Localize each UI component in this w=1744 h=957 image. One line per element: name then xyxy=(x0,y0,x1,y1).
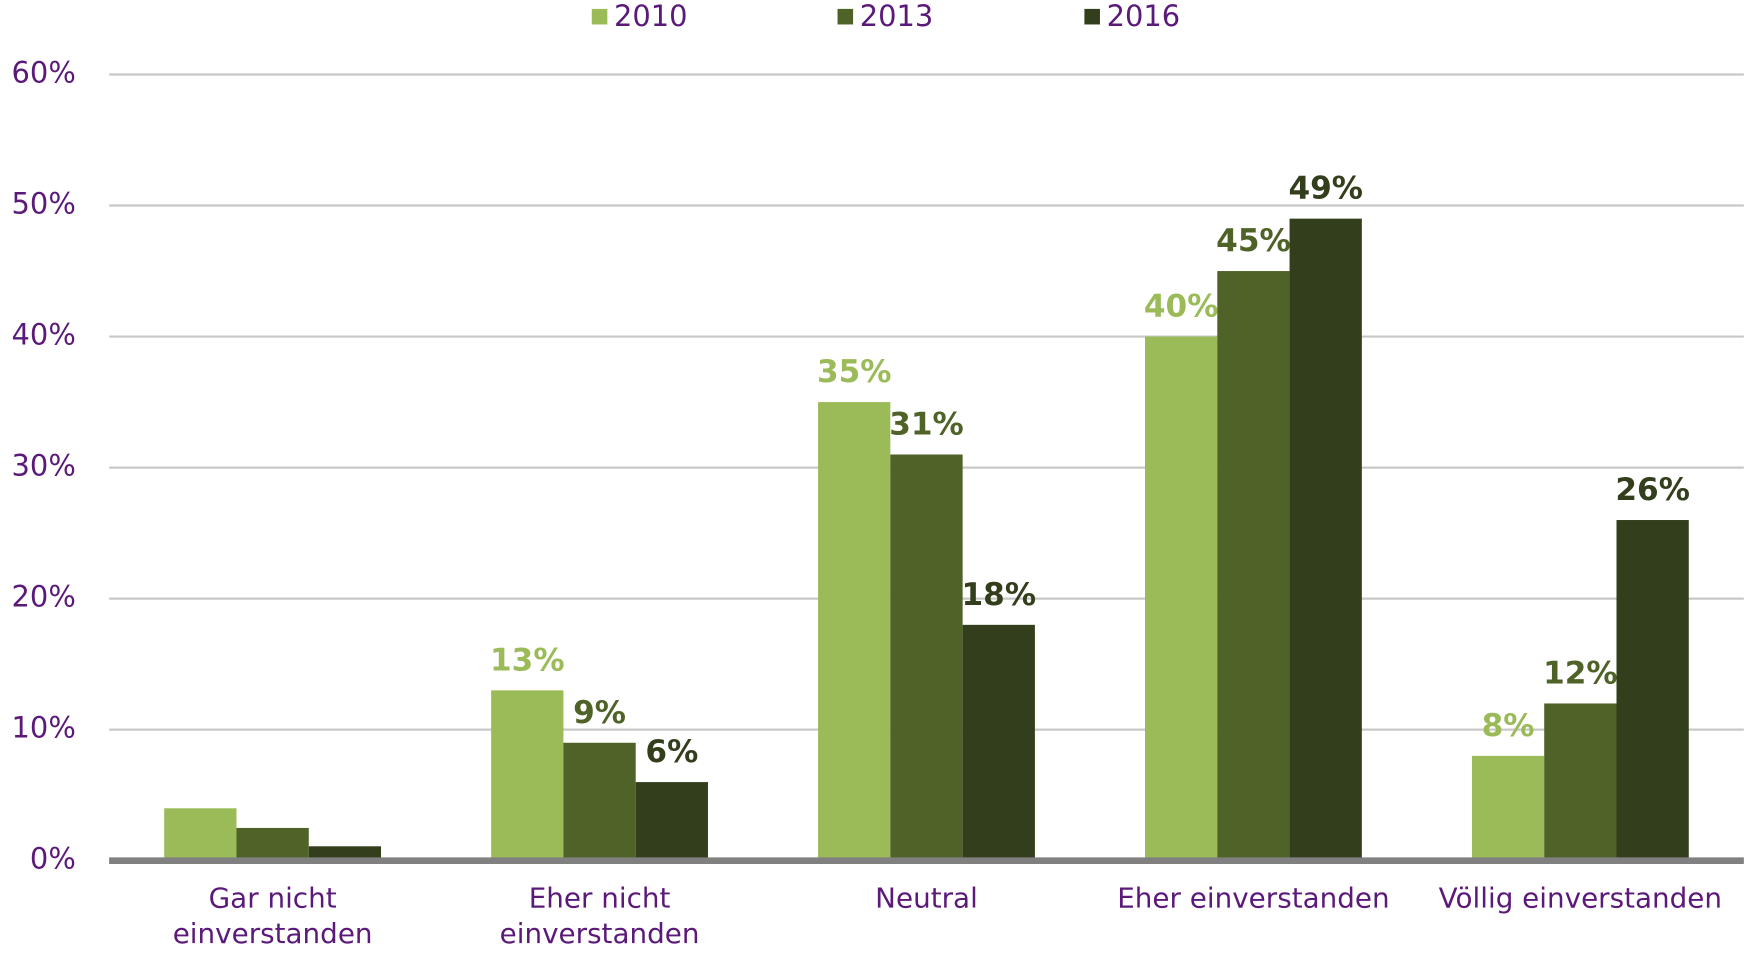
data-label: 13% xyxy=(490,642,565,678)
y-tick-label: 10% xyxy=(12,711,76,745)
bar xyxy=(1217,271,1290,861)
bar xyxy=(236,827,309,861)
data-label: 8% xyxy=(1482,708,1535,744)
bar xyxy=(962,624,1035,861)
data-label: 40% xyxy=(1144,289,1219,325)
data-label: 49% xyxy=(1288,171,1362,207)
x-tick-label: Neutral xyxy=(875,881,978,915)
legend-swatch xyxy=(591,8,608,25)
bar xyxy=(164,808,237,861)
data-label: 18% xyxy=(962,577,1037,613)
data-label: 12% xyxy=(1543,656,1618,692)
bar xyxy=(1145,336,1218,861)
x-tick-label: Gar nicht einverstanden xyxy=(172,881,373,950)
x-tick-label-box: Völlig einverstanden xyxy=(1438,881,1723,915)
data-label: 26% xyxy=(1615,472,1690,508)
x-tick-label: Eher nicht einverstanden xyxy=(499,881,700,950)
legend-label: 2010 xyxy=(614,0,688,33)
data-label: 9% xyxy=(573,695,626,731)
legend-swatch xyxy=(837,8,854,25)
y-tick-label: 20% xyxy=(12,580,76,614)
data-label: 6% xyxy=(645,734,698,770)
bar xyxy=(563,742,636,861)
y-tick-label: 0% xyxy=(30,842,76,876)
y-tick-label: 30% xyxy=(12,449,76,483)
bar xyxy=(1289,218,1362,861)
x-tick-label-box: Eher einverstanden xyxy=(1117,881,1390,915)
bar xyxy=(1544,703,1617,861)
y-tick-label: 60% xyxy=(12,56,76,90)
bar xyxy=(818,402,891,861)
bar xyxy=(308,846,382,861)
bar xyxy=(1471,755,1545,861)
bar xyxy=(890,454,963,861)
y-tick-label: 50% xyxy=(12,187,76,221)
legend-label: 2013 xyxy=(860,0,934,33)
legend-swatch xyxy=(1084,8,1100,25)
data-label: 45% xyxy=(1216,223,1291,259)
bar xyxy=(635,782,708,861)
bar xyxy=(491,690,564,861)
legend-label: 2016 xyxy=(1107,0,1181,33)
x-tick-label-box: Neutral xyxy=(875,881,978,915)
x-tick-label-box: Gar nicht einverstanden xyxy=(172,881,373,950)
data-label: 31% xyxy=(889,407,964,443)
x-tick-label: Völlig einverstanden xyxy=(1438,881,1723,915)
x-tick-label: Eher einverstanden xyxy=(1117,881,1390,915)
data-label: 35% xyxy=(817,354,892,390)
x-tick-label-box: Eher nicht einverstanden xyxy=(499,881,700,950)
y-tick-label: 40% xyxy=(12,318,76,352)
bar xyxy=(1616,520,1689,861)
